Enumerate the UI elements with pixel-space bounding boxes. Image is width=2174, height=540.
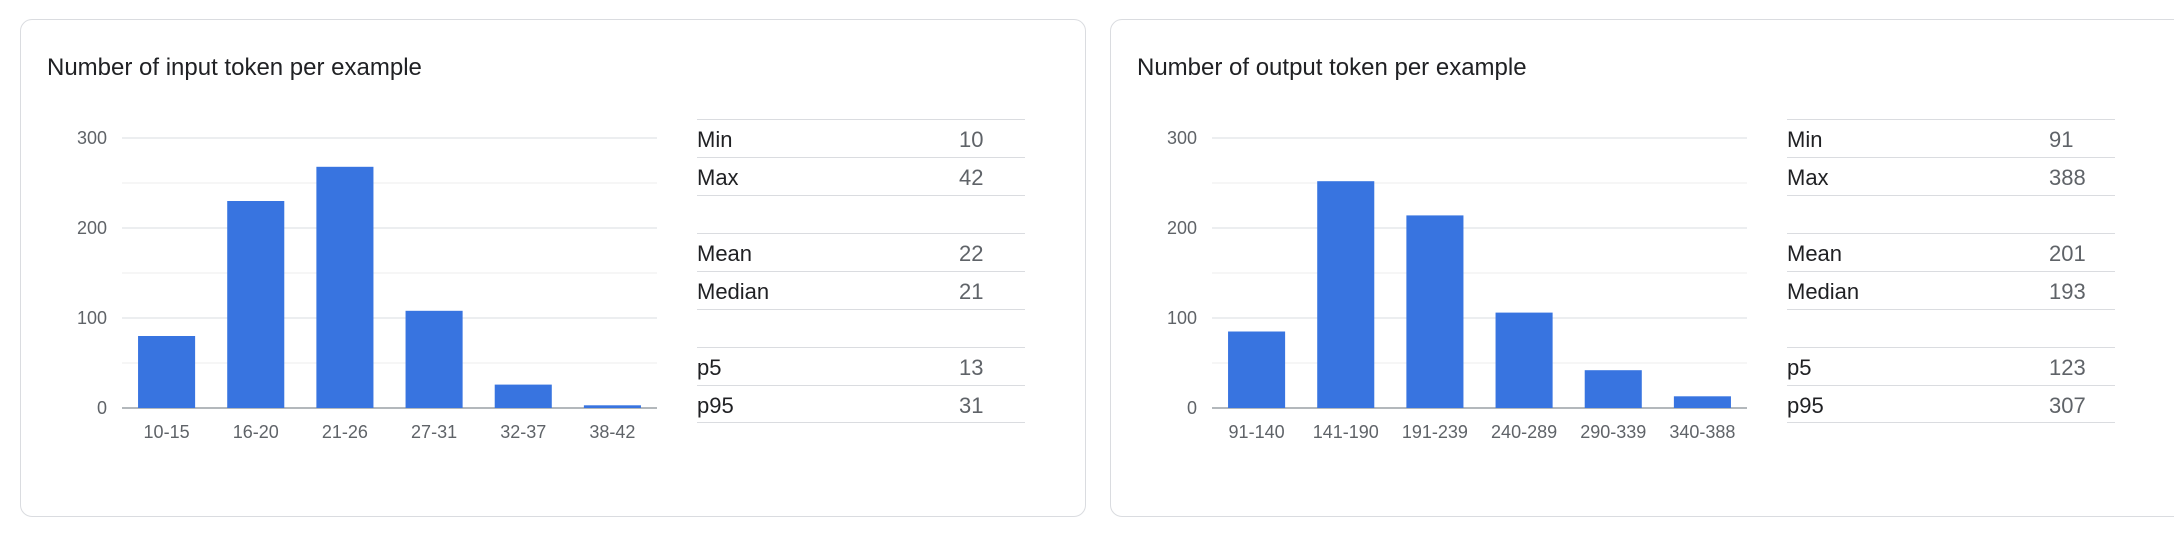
bar	[1584, 370, 1642, 408]
stat-value: 42	[959, 165, 984, 190]
stat-value: 123	[2049, 355, 2086, 380]
stat-value: 201	[2049, 241, 2086, 266]
stat-value: 31	[959, 393, 984, 418]
stat-value: 91	[2049, 127, 2074, 152]
bar	[1317, 181, 1375, 408]
bar	[316, 166, 374, 408]
bar	[583, 405, 641, 408]
output-token-card: Number of output token per example 0 100 2…	[1110, 19, 2174, 517]
stat-value: 388	[2049, 165, 2086, 190]
bar	[494, 384, 552, 408]
y-tick-label: 0	[97, 398, 107, 418]
stat-row-p5: p5 123	[1787, 347, 2115, 385]
stat-row-median: Median 21	[697, 271, 1025, 309]
y-tick-label: 100	[77, 308, 107, 328]
y-tick-label: 0	[1187, 398, 1197, 418]
output-token-histogram: 0 100 200 300 91-140 141-190 191-239 240-289 290…	[1167, 128, 1747, 442]
bar	[227, 201, 285, 408]
x-tick-label: 290-339	[1580, 422, 1646, 442]
bar	[405, 310, 463, 408]
card-title: Number of input token per example	[47, 54, 422, 81]
y-tick-label: 100	[1167, 308, 1197, 328]
stat-row-p95: p95 307	[1787, 385, 2115, 423]
stat-row-p5: p5 13	[697, 347, 1025, 385]
stat-value: 13	[959, 355, 984, 380]
stat-row-p95: p95 31	[697, 385, 1025, 423]
x-tick-label: 27-31	[411, 422, 457, 442]
stat-row-min: Min 10	[697, 119, 1025, 157]
stat-row-empty	[697, 309, 1025, 347]
bar	[1673, 396, 1731, 408]
x-tick-label: 10-15	[144, 422, 190, 442]
y-tick-label: 300	[1167, 128, 1197, 148]
stat-label: Median	[1787, 279, 1860, 304]
y-tick-label: 200	[77, 218, 107, 238]
input-token-card: Number of input token per example 0 100 20…	[20, 19, 1086, 517]
stat-label: Min	[1787, 127, 1823, 152]
stat-value: 21	[959, 279, 984, 304]
stat-value: 22	[959, 241, 984, 266]
stat-row-empty	[1787, 309, 2115, 347]
stat-label: p95	[1787, 393, 1824, 418]
x-tick-label: 141-190	[1313, 422, 1379, 442]
stat-value: 193	[2049, 279, 2086, 304]
x-tick-label: 16-20	[233, 422, 279, 442]
stat-row-median: Median 193	[1787, 271, 2115, 309]
stat-label: Max	[1787, 165, 1829, 190]
bar	[1495, 312, 1553, 408]
stat-label: Max	[697, 165, 739, 190]
x-tick-label: 240-289	[1491, 422, 1557, 442]
stat-row-empty	[1787, 195, 2115, 233]
x-tick-label: 21-26	[322, 422, 368, 442]
stat-value: 307	[2049, 393, 2086, 418]
stat-label: Mean	[1787, 241, 1843, 266]
stat-row-max: Max 388	[1787, 157, 2115, 195]
stat-label: p5	[1787, 355, 1812, 380]
stats-table: Min 10 Max 42 Mean 22 Median 21 p5 13 p9…	[697, 119, 1025, 423]
stat-label: p5	[697, 355, 722, 380]
stat-value: 10	[959, 127, 984, 152]
x-tick-label: 340-388	[1669, 422, 1735, 442]
x-tick-label: 191-239	[1402, 422, 1468, 442]
stat-label: Median	[697, 279, 770, 304]
stat-row-mean: Mean 201	[1787, 233, 2115, 271]
card-title: Number of output token per example	[1137, 54, 1527, 81]
bar	[138, 336, 196, 408]
x-tick-label: 32-37	[500, 422, 546, 442]
stat-label: p95	[697, 393, 734, 418]
stat-row-empty	[697, 195, 1025, 233]
y-tick-label: 200	[1167, 218, 1197, 238]
input-token-histogram: 0 100 200 300 10-15 16-20 21-26 27-31 32-37 38-42	[77, 128, 657, 442]
stat-label: Mean	[697, 241, 753, 266]
stat-row-mean: Mean 22	[697, 233, 1025, 271]
bar	[1406, 215, 1464, 408]
stat-row-min: Min 91	[1787, 119, 2115, 157]
x-tick-label: 91-140	[1229, 422, 1285, 442]
bar	[1228, 331, 1286, 408]
stats-table: Min 91 Max 388 Mean 201 Median 193 p5 12…	[1787, 119, 2115, 423]
x-tick-label: 38-42	[589, 422, 635, 442]
y-tick-label: 300	[77, 128, 107, 148]
stat-row-max: Max 42	[697, 157, 1025, 195]
stat-label: Min	[697, 127, 733, 152]
